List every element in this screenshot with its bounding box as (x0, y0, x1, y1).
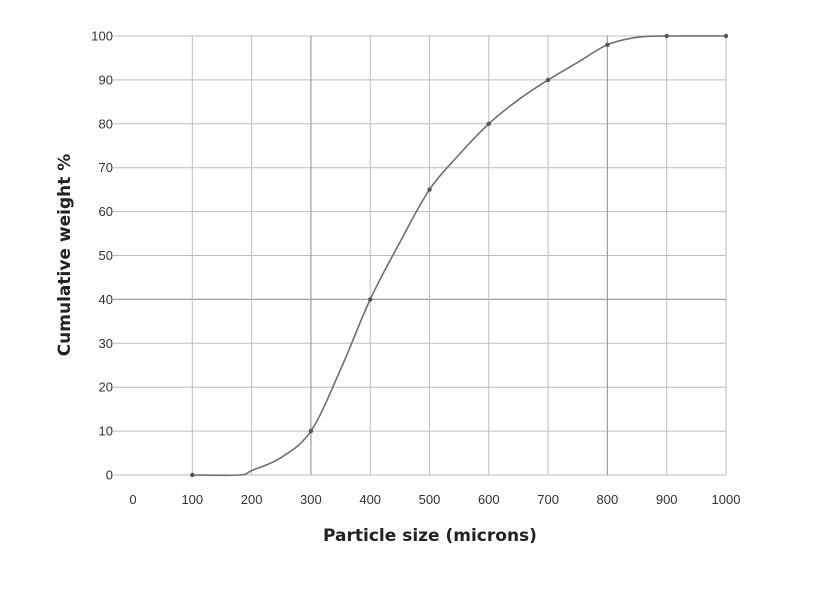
data-point-400 (368, 297, 373, 302)
data-point-600 (486, 121, 491, 127)
x-tick-label-900: 900 (656, 492, 678, 507)
data-point-700 (545, 77, 551, 83)
x-tick-label-800: 800 (597, 492, 619, 507)
y-tick-label-40: 40 (99, 292, 113, 307)
x-tick-label-100: 100 (181, 492, 203, 507)
y-axis-title: Cumulative weight % (55, 154, 75, 357)
x-tick-label-0: 0 (129, 492, 136, 507)
y-tick-label-60: 60 (99, 204, 113, 219)
y-tick-label-10: 10 (99, 424, 113, 439)
data-point-1000 (723, 33, 729, 39)
y-tick-label-50: 50 (99, 248, 113, 263)
x-tick-label-1000: 1000 (712, 492, 741, 507)
data-point-900 (664, 33, 669, 39)
y-tick-label-90: 90 (99, 72, 113, 87)
x-tick-label-200: 200 (241, 492, 263, 507)
x-tick-label-400: 400 (359, 492, 381, 507)
x-axis-title: Particle size (microns) (323, 526, 537, 546)
grid-lines (113, 35, 727, 476)
x-axis-ticks: 0 100 200 300 400 500 600 700 800 900 1000 (129, 492, 740, 507)
y-tick-label-100: 100 (91, 29, 113, 44)
x-tick-label-500: 500 (419, 492, 441, 507)
y-axis-ticks: 0 10 20 30 40 50 60 70 80 90 100 (91, 29, 113, 483)
y-tick-label-20: 20 (99, 380, 113, 395)
y-tick-label-80: 80 (99, 116, 113, 131)
data-point-500 (427, 187, 432, 192)
data-points (190, 33, 729, 478)
y-tick-label-0: 0 (106, 468, 113, 483)
data-point-100 (190, 472, 195, 478)
data-point-800 (605, 42, 610, 47)
y-tick-label-70: 70 (99, 160, 113, 175)
x-tick-label-600: 600 (478, 492, 500, 507)
y-tick-label-30: 30 (99, 336, 113, 351)
x-tick-label-700: 700 (537, 492, 559, 507)
data-point-300 (308, 428, 314, 434)
x-tick-label-300: 300 (300, 492, 322, 507)
